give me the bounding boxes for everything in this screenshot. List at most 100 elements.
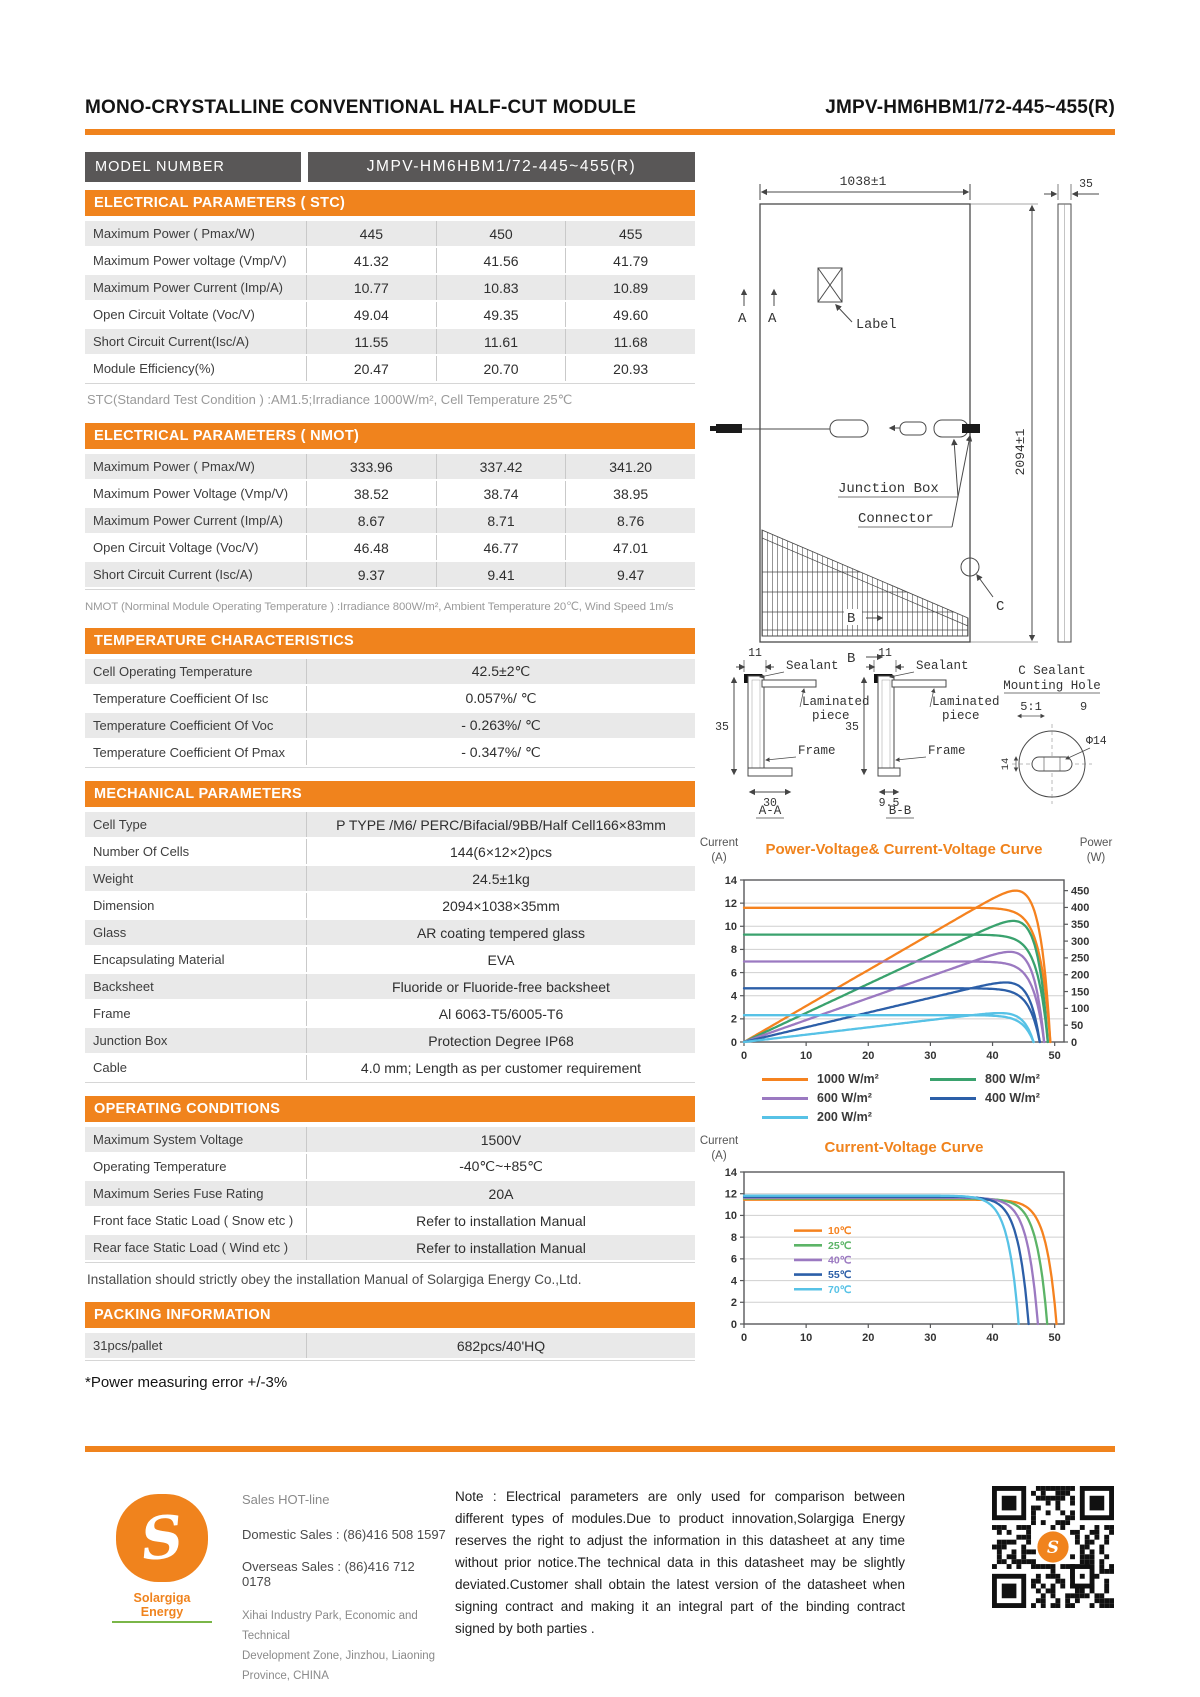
param-value: Refer to installation Manual: [306, 1235, 695, 1260]
param-label: Maximum Power voltage (Vmp/V): [93, 253, 287, 268]
svg-text:Current: Current: [700, 837, 739, 849]
section-temperature: TEMPERATURE CHARACTERISTICS Cell Operati…: [85, 628, 695, 768]
svg-text:400: 400: [1071, 902, 1089, 914]
qr-code: S: [992, 1486, 1114, 1608]
param-value: 20.47: [306, 356, 436, 381]
section-header-temperature: TEMPERATURE CHARACTERISTICS: [85, 628, 695, 654]
param-value: 20.93: [565, 356, 695, 381]
irradiance-legend: 1000 W/m² 800 W/m² 600 W/m² 400 W/m² 200 W/m…: [762, 1072, 1080, 1124]
param-value: 10.89: [565, 275, 695, 300]
svg-text:0: 0: [741, 1050, 747, 1062]
bb-laminated-text2: piece: [942, 709, 980, 723]
section-header-operating: OPERATING CONDITIONS: [85, 1096, 695, 1122]
svg-text:8: 8: [731, 1232, 737, 1244]
table-row: Dimension 2094×1038×35mm: [85, 893, 695, 920]
param-label: Number Of Cells: [93, 844, 190, 859]
packing-per-pallet: 31pcs/pallet: [93, 1338, 163, 1353]
param-value: 337.42: [435, 454, 566, 479]
legend-swatch: [930, 1077, 976, 1081]
page-title-right: JMPV-HM6HBM1/72-445~455(R): [825, 97, 1115, 118]
param-value: 2094×1038×35mm: [306, 893, 695, 918]
table-row: Rear face Static Load ( Wind etc ) Refer…: [85, 1235, 695, 1262]
param-value: 11.61: [435, 329, 566, 354]
svg-text:40: 40: [986, 1050, 998, 1062]
svg-text:8: 8: [731, 944, 737, 956]
domestic-sales: Domestic Sales : (86)416 508 1597: [242, 1527, 446, 1542]
param-value: 38.95: [565, 481, 695, 506]
company-address: Xihai Industry Park, Economic and Techni…: [242, 1606, 447, 1687]
table-row: Maximum Power ( Pmax/W) 333.96 337.42 34…: [85, 454, 695, 481]
bb-dim-95: 9.5: [879, 797, 900, 810]
legend-swatch: [762, 1096, 808, 1100]
pv-iv-curve-chart: 0 2 4 6 8 10 12 14 0 10 20 30 40 50 0 50 100 150 200 250 300…: [692, 824, 1120, 1073]
mounting-hole-detail: [1004, 692, 1100, 804]
table-row: Module Efficiency(%) 20.47 20.70 20.93: [85, 356, 695, 383]
svg-text:Power-Voltage& Current-Voltage: Power-Voltage& Current-Voltage Curve: [766, 841, 1043, 858]
param-label: Temperature Coefficient Of Pmax: [93, 745, 285, 760]
svg-text:2: 2: [731, 1014, 737, 1026]
c-detail-title1: C Sealant: [1018, 664, 1086, 678]
param-label: Glass: [93, 925, 127, 940]
address-line: Province, CHINA: [242, 1670, 329, 1683]
svg-text:2: 2: [731, 1297, 737, 1309]
param-label: Temperature Coefficient Of Voc: [93, 718, 274, 733]
param-label: Temperature Coefficient Of Isc: [93, 691, 269, 706]
table-row: Cable 4.0 mm; Length as per customer req…: [85, 1055, 695, 1082]
svg-text:30: 30: [924, 1050, 936, 1062]
section-header-nmot: ELECTRICAL PARAMETERS ( NMOT): [85, 423, 695, 449]
param-label: Maximum Power Current (Imp/A): [93, 513, 283, 528]
legend-label: 200 W/m²: [817, 1110, 872, 1124]
param-label: Backsheet: [93, 979, 154, 994]
table-row: Maximum Power Current (Imp/A) 10.77 10.8…: [85, 275, 695, 302]
model-number-label: MODEL NUMBER: [85, 152, 301, 182]
param-label: Junction Box: [93, 1033, 168, 1048]
svg-text:10: 10: [725, 1210, 737, 1222]
table-row: Frame Al 6063-T5/6005-T6: [85, 1001, 695, 1028]
svg-text:50: 50: [1049, 1332, 1061, 1344]
param-value: 341.20: [565, 454, 695, 479]
svg-text:14: 14: [725, 1167, 738, 1179]
param-value: - 0.263%/ ℃: [306, 713, 695, 738]
bb-frame-text: Frame: [928, 744, 966, 758]
param-label: Rear face Static Load ( Wind etc ): [93, 1240, 289, 1255]
model-number-value: JMPV-HM6HBM1/72-445~455(R): [308, 152, 695, 182]
stc-note: STC(Standard Test Condition ) :AM1.5;Irr…: [87, 392, 573, 407]
aa-laminated-text: Laminated: [802, 695, 870, 709]
param-value: 445: [306, 221, 436, 246]
table-row: Short Circuit Current(Isc/A) 11.55 11.61…: [85, 329, 695, 356]
svg-text:20: 20: [862, 1050, 874, 1062]
param-label: Encapsulating Material: [93, 952, 225, 967]
svg-text:(A): (A): [711, 852, 727, 864]
cell-hatch-area: [761, 529, 969, 637]
drawing-texts: 1038±1 35 2094±1 Label A A Junction Box …: [715, 174, 1107, 818]
table-row: Number Of Cells 144(6×12×2)pcs: [85, 839, 695, 866]
param-value: 9.37: [306, 562, 436, 587]
address-line: Xihai Industry Park, Economic and Techni…: [242, 1610, 418, 1643]
svg-text:4: 4: [731, 1275, 738, 1287]
section-b-text: B: [847, 611, 855, 627]
svg-text:70℃: 70℃: [828, 1284, 852, 1296]
module-outline: [759, 203, 971, 643]
svg-text:0: 0: [1071, 1037, 1077, 1049]
param-value: 10.77: [306, 275, 436, 300]
svg-text:55℃: 55℃: [828, 1269, 852, 1281]
table-row: Front face Static Load ( Snow etc ) Refe…: [85, 1208, 695, 1235]
table-row: Short Circuit Current (Isc/A) 9.37 9.41 …: [85, 562, 695, 589]
param-value: Al 6063-T5/6005-T6: [306, 1001, 695, 1026]
module-technical-drawing: 1038±1 35 2094±1 Label A A Junction Box …: [710, 174, 1107, 819]
param-value: 9.47: [565, 562, 695, 587]
section-operating: OPERATING CONDITIONS Maximum System Volt…: [85, 1096, 695, 1289]
param-value: 49.35: [435, 302, 566, 327]
svg-text:(W): (W): [1087, 852, 1106, 864]
param-value: 46.77: [435, 535, 566, 560]
section-c-marker: [960, 557, 994, 598]
table-row: Backsheet Fluoride or Fluoride-free back…: [85, 974, 695, 1001]
spec-column: MODEL NUMBER JMPV-HM6HBM1/72-445~455(R) …: [85, 152, 695, 1391]
table-row: Temperature Coefficient Of Voc - 0.263%/…: [85, 713, 695, 740]
bb-dim-11: 11: [878, 647, 892, 660]
svg-text:20: 20: [862, 1332, 874, 1344]
param-label: Maximum System Voltage: [93, 1132, 244, 1147]
table-row: Open Circuit Voltage (Voc/V) 46.48 46.77…: [85, 535, 695, 562]
param-value: Protection Degree IP68: [306, 1028, 695, 1053]
param-value: 144(6×12×2)pcs: [306, 839, 695, 864]
